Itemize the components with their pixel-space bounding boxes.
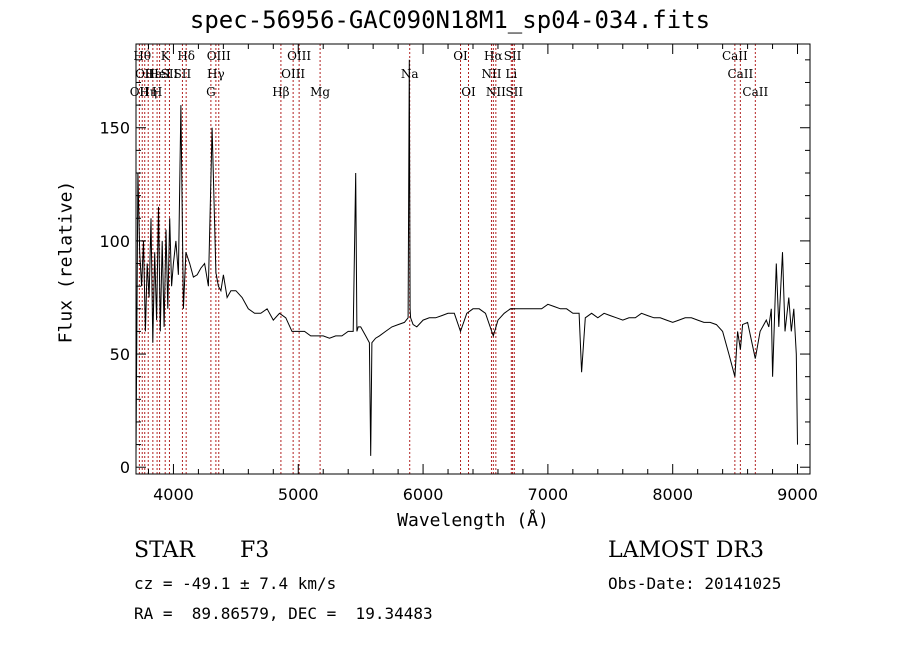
object-class: STAR [134,538,195,563]
x-tick-label: 5000 [278,485,319,504]
spectral-line-label: Mg [310,85,330,99]
y-axis-label: Flux (relative) [55,180,77,344]
spectral-line-label: Hα [484,49,503,63]
spectral-line-label: G [206,85,216,99]
spectral-line-label: Li [505,67,517,81]
spectral-line-label: CaII [742,85,768,99]
redshift-value: cz = -49.1 ± 7.4 km/s [134,574,337,593]
spectral-line-labels: OIIHθOIIHηHεHHeIKSIIHδSIIGHγOIIIHβOIIIOI… [130,49,769,99]
spectral-line-markers [138,44,756,474]
spectral-line-label: OIII [287,49,311,63]
spectral-line-label: OII [135,67,155,81]
spectral-line-label: Hη [139,85,157,99]
survey-name: LAMOST DR3 [608,538,764,563]
spectral-line-label: H [152,85,162,99]
spectral-line-label: CaII [722,49,748,63]
spectral-line-label: Hβ [272,85,289,99]
x-tick-label: 7000 [528,485,569,504]
chart-title: spec-56956-GAC090N18M1_sp04-034.fits [189,6,711,34]
object-subclass: F3 [240,538,270,563]
y-tick-label: 100 [99,232,130,251]
y-tick-label: 0 [120,458,130,477]
spectral-line-label: NII [481,67,501,81]
spectral-line-label: Hε [145,67,162,81]
spectral-line-label: Hδ [177,49,195,63]
spectral-line-label: OI [461,85,476,99]
spectral-line-label: OIII [281,67,305,81]
spectral-line-label: SII [174,67,192,81]
y-tick-label: 50 [110,345,130,364]
spectral-line-label: HeI [148,67,171,81]
sky-coordinates: RA = 89.86579, DEC = 19.34483 [134,604,433,623]
spectral-line-label: SII [504,49,522,63]
spectral-line-label: OI [453,49,468,63]
axis-ticks [136,44,810,474]
x-axis-label: Wavelength (Å) [397,510,549,531]
x-tick-label: 8000 [652,485,693,504]
y-tick-label: 150 [99,119,130,138]
spectral-line-label: NII [486,85,506,99]
spectral-line-label: OII [130,85,150,99]
plot-frame [135,43,811,475]
x-tick-label: 4000 [153,485,194,504]
spectrum-series-line [135,59,798,456]
spectral-line-label: OIII [207,49,231,63]
axis-tick-labels: 4000 5000 6000 7000 8000 9000 0 50 100 150 [99,119,817,504]
spectral-line-label: K [161,49,171,63]
observation-date: Obs-Date: 20141025 [608,574,782,593]
spectral-line-label: CaII [727,67,753,81]
spectral-line-label: Hγ [207,67,225,81]
x-tick-label: 9000 [777,485,818,504]
spectral-line-label: SII [161,67,179,81]
spectral-line-label: SII [505,85,523,99]
x-tick-label: 6000 [403,485,444,504]
